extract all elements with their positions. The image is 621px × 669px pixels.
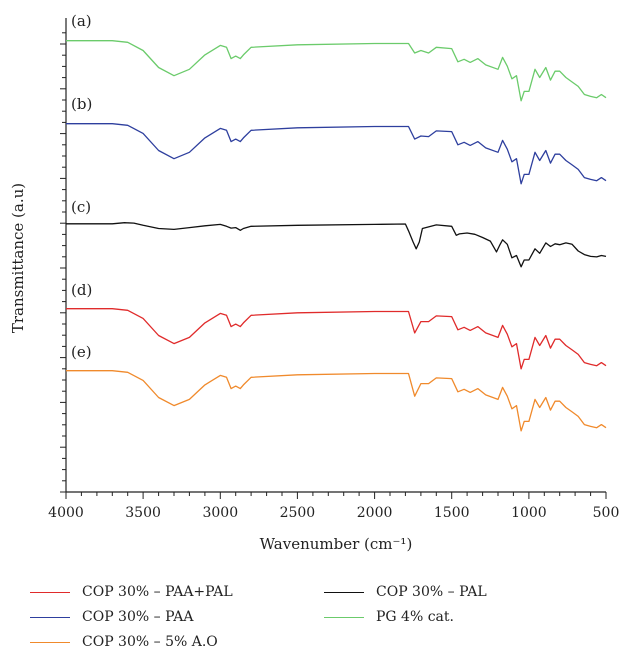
- x-tick-label: 4000: [48, 505, 84, 521]
- legend-item: COP 30% – PAA: [30, 609, 193, 625]
- legend-label: PG 4% cat.: [376, 609, 454, 625]
- legend-label: COP 30% – PAL: [376, 584, 487, 600]
- series-line-4: [66, 308, 607, 370]
- legend-swatch: [30, 616, 70, 618]
- legend-swatch: [324, 616, 364, 618]
- legend-swatch: [324, 591, 364, 593]
- legend-label: COP 30% – PAA+PAL: [82, 584, 233, 600]
- x-tick-label: 3000: [202, 505, 238, 521]
- series-line-5: [66, 370, 607, 432]
- panel-label: (d): [71, 281, 92, 299]
- series-line-3: [66, 222, 607, 268]
- x-tick-label: 1500: [434, 505, 470, 521]
- series-lines: [66, 40, 607, 432]
- panel-labels: (a) (b) (c) (d) (e): [71, 12, 92, 361]
- legend-swatch: [30, 591, 70, 593]
- panel-label: (c): [71, 198, 91, 216]
- y-axis-title: Transmittance (a.u): [9, 183, 27, 333]
- ftir-chart: 4000 3500 3000 2500 2000 1500 1000 500 (a) (b) (c…: [9, 12, 620, 553]
- x-tick-label: 2500: [280, 505, 316, 521]
- legend-item: COP 30% – PAA+PAL: [30, 584, 233, 600]
- legend-item: COP 30% – 5% A.O: [30, 634, 218, 650]
- y-axis: [60, 18, 67, 493]
- x-axis-title: Wavenumber (cm⁻¹): [260, 535, 413, 553]
- x-tick-label: 1000: [511, 505, 547, 521]
- legend-item: PG 4% cat.: [324, 609, 454, 625]
- legend-swatch: [30, 641, 70, 643]
- series-line-1: [66, 40, 607, 102]
- legend-label: COP 30% – PAA: [82, 609, 194, 625]
- x-tick-label: 2000: [357, 505, 393, 521]
- legend-label: COP 30% – 5% A.O: [82, 634, 218, 650]
- x-axis: 4000 3500 3000 2500 2000 1500 1000 500: [48, 491, 620, 521]
- panel-label: (a): [71, 12, 92, 30]
- x-tick-label: 3500: [125, 505, 161, 521]
- panel-label: (e): [71, 343, 92, 361]
- x-tick-label: 500: [593, 505, 620, 521]
- panel-label: (b): [71, 95, 92, 113]
- series-line-2: [66, 123, 607, 185]
- legend-item: COP 30% – PAL: [324, 584, 487, 600]
